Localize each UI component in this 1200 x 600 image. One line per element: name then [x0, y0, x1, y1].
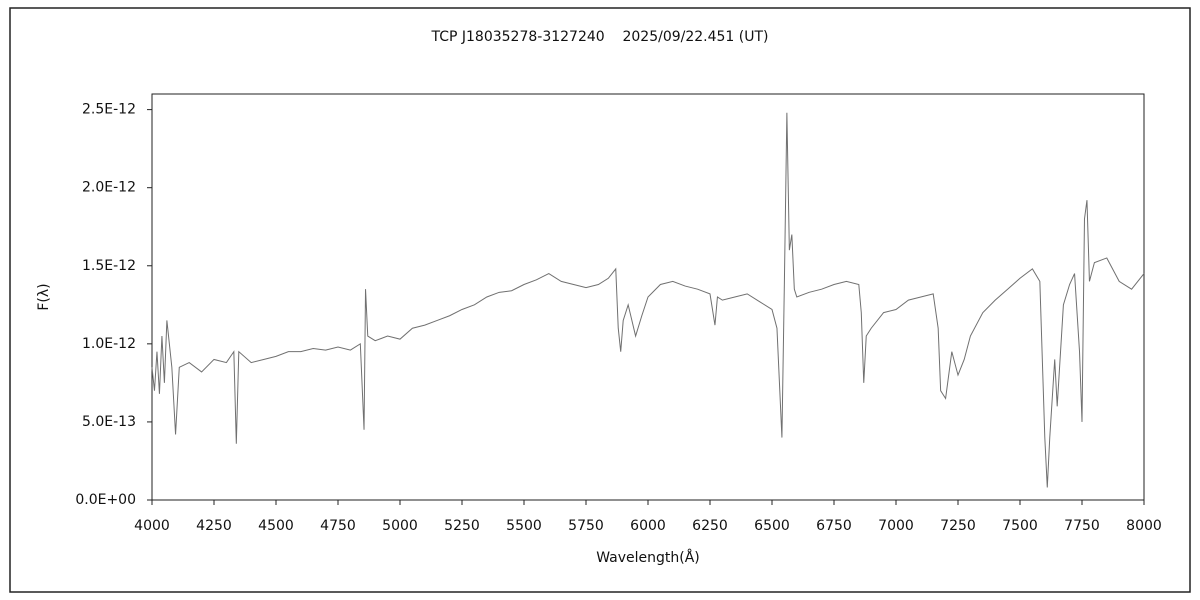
x-tick-label: 5500 — [506, 518, 542, 534]
x-tick-label: 5000 — [382, 518, 418, 534]
x-tick-label: 6500 — [754, 518, 790, 534]
chart-border — [9, 7, 1191, 593]
x-tick-label: 4750 — [320, 518, 356, 534]
x-tick-label: 6000 — [630, 518, 666, 534]
x-tick-label: 7750 — [1064, 518, 1100, 534]
x-tick-label: 6750 — [816, 518, 852, 534]
y-tick-label: 2.0E-12 — [82, 180, 136, 196]
x-tick-label: 4500 — [258, 518, 294, 534]
chart-title: TCP J18035278-3127240 2025/09/22.451 (UT… — [430, 29, 768, 45]
x-tick-label: 8000 — [1126, 518, 1162, 534]
x-tick-label: 4250 — [196, 518, 232, 534]
spectrum-line — [151, 112, 1145, 488]
x-tick-label: 6250 — [692, 518, 728, 534]
x-axis-label: Wavelength(Å) — [596, 549, 700, 566]
y-tick-label: 2.5E-12 — [82, 102, 136, 118]
x-tick-label: 7500 — [1002, 518, 1038, 534]
y-tick-label: 0.0E+00 — [75, 492, 136, 508]
x-tick-label: 4000 — [134, 518, 170, 534]
y-tick-label: 1.0E-12 — [82, 336, 136, 352]
y-tick-label: 5.0E-13 — [82, 414, 136, 430]
x-tick-label: 5250 — [444, 518, 480, 534]
y-axis-label: F(λ) — [36, 283, 52, 310]
x-tick-label: 7000 — [878, 518, 914, 534]
y-tick-label: 1.5E-12 — [82, 258, 136, 274]
x-tick-label: 5750 — [568, 518, 604, 534]
x-tick-label: 7250 — [940, 518, 976, 534]
